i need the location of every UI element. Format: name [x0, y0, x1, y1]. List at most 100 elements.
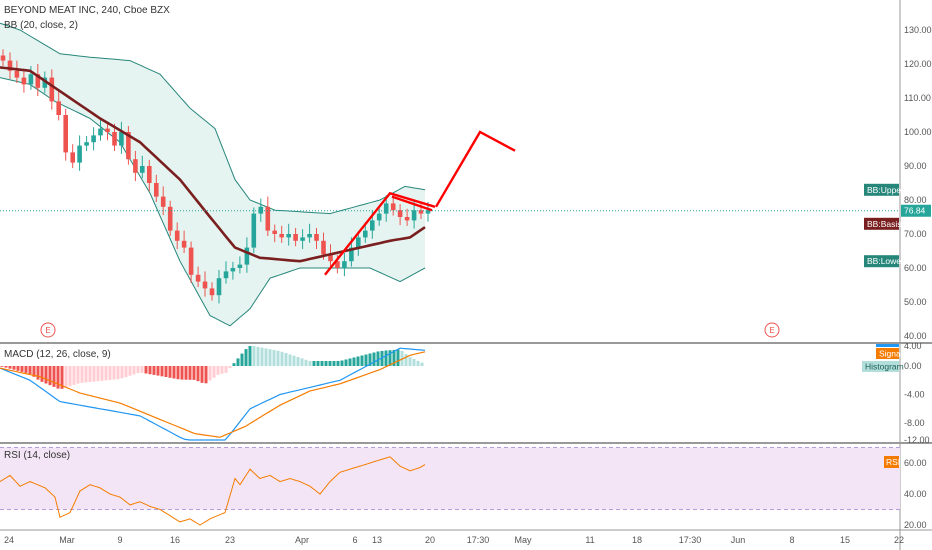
candle-body[interactable] — [56, 101, 61, 115]
candle-body[interactable] — [272, 230, 277, 234]
macd-histogram-bar — [204, 366, 208, 384]
candle-body[interactable] — [293, 234, 298, 241]
macd-histogram-bar — [112, 366, 116, 380]
trend-drawing-projection[interactable] — [434, 130, 516, 208]
candle-body[interactable] — [244, 247, 250, 265]
candle-body[interactable] — [411, 210, 417, 221]
macd-label[interactable]: MACD (12, 26, close, 9) — [4, 349, 111, 360]
candle-body[interactable] — [286, 234, 291, 238]
candle-body[interactable] — [147, 166, 152, 183]
candle-body[interactable] — [126, 132, 131, 160]
candle-body[interactable] — [209, 288, 215, 296]
candle-body[interactable] — [376, 213, 382, 221]
candle-body[interactable] — [251, 213, 257, 248]
candle-body[interactable] — [28, 74, 34, 85]
series-tag-label: BB:Basis — [867, 219, 902, 229]
candle-body[interactable] — [0, 55, 6, 61]
series-tag — [864, 255, 899, 268]
candle-body[interactable] — [237, 264, 243, 268]
candle-body[interactable] — [397, 210, 403, 217]
candle-body[interactable] — [98, 128, 103, 136]
macd-histogram-bar — [248, 346, 252, 366]
earnings-marker-1[interactable]: E — [40, 322, 56, 338]
time-tick-label: 18 — [632, 535, 642, 545]
candle-body[interactable] — [307, 234, 312, 238]
candle-body[interactable] — [425, 210, 431, 214]
candle-body[interactable] — [154, 183, 159, 197]
candle-body[interactable] — [230, 268, 236, 272]
candle-body[interactable] — [202, 281, 208, 289]
candle-body[interactable] — [14, 70, 20, 78]
candle-body[interactable] — [70, 152, 75, 163]
candle-body[interactable] — [265, 206, 271, 231]
candle-body[interactable] — [356, 237, 361, 248]
candle-body[interactable] — [133, 159, 138, 173]
candle-body[interactable] — [105, 128, 110, 132]
candle-body[interactable] — [258, 206, 264, 214]
candle-body[interactable] — [77, 145, 82, 163]
candle-body[interactable] — [314, 234, 319, 241]
candle-body[interactable] — [188, 247, 194, 275]
candle-body[interactable] — [181, 240, 187, 248]
candle-body[interactable] — [383, 203, 389, 214]
macd-histogram-bar — [328, 361, 332, 366]
bb-basis-line — [0, 66, 426, 263]
time-tick-label: 13 — [372, 535, 382, 545]
candle-body[interactable] — [84, 142, 89, 146]
candle-body[interactable] — [223, 271, 229, 279]
macd-tick-label: 4.00 — [904, 341, 922, 351]
candle-body[interactable] — [119, 132, 124, 146]
candle-body[interactable] — [349, 247, 354, 262]
candle-body[interactable] — [160, 196, 166, 207]
candle-body[interactable] — [279, 234, 284, 238]
macd-histogram-bar — [24, 366, 28, 373]
macd-histogram-bar — [396, 349, 400, 366]
candle-body[interactable] — [390, 203, 396, 211]
macd-histogram-bar — [224, 366, 228, 373]
macd-histogram-bar — [144, 366, 148, 374]
macd-tag — [876, 344, 899, 347]
candle-body[interactable] — [63, 115, 68, 153]
candle-body[interactable] — [321, 240, 326, 255]
earnings-marker-2[interactable]: E — [764, 322, 780, 338]
candle-body[interactable] — [335, 261, 340, 268]
macd-histogram-bar — [388, 350, 392, 366]
candle-body[interactable] — [195, 274, 201, 282]
candle-body[interactable] — [167, 206, 173, 231]
trend-drawing-top[interactable] — [391, 195, 433, 212]
candle-body[interactable] — [91, 135, 96, 143]
macd-histogram-bar — [56, 366, 60, 389]
candle-body[interactable] — [404, 217, 410, 221]
candle-body[interactable] — [300, 237, 305, 241]
rsi-label[interactable]: RSI (14, close) — [4, 450, 70, 461]
macd-tick-label: -12.00 — [904, 435, 930, 445]
candle-body[interactable] — [370, 220, 375, 231]
candle-body[interactable] — [342, 261, 347, 268]
bb-indicator-label[interactable]: BB (20, close, 2) — [4, 20, 78, 31]
candle-body[interactable] — [42, 77, 48, 88]
macd-histogram-bar — [404, 354, 408, 366]
macd-histogram-bar — [148, 366, 152, 375]
macd-histogram-bar — [208, 366, 212, 381]
candle-body[interactable] — [174, 230, 180, 241]
candle-body[interactable] — [363, 230, 368, 238]
macd-histogram-bar — [316, 361, 320, 366]
candle-body[interactable] — [7, 60, 13, 71]
macd-histogram-bar — [264, 348, 268, 366]
candle-body[interactable] — [35, 74, 41, 88]
price-tick-label: 70.00 — [904, 229, 927, 239]
trend-drawing-wedge[interactable] — [324, 191, 436, 276]
price-tick-label: 50.00 — [904, 297, 927, 307]
candle-body[interactable] — [112, 132, 117, 146]
candle-body[interactable] — [216, 278, 222, 296]
macd-histogram-bar — [16, 366, 20, 371]
candle-body[interactable] — [418, 210, 424, 214]
time-tick-label: 9 — [117, 535, 122, 545]
candle-body[interactable] — [328, 254, 333, 262]
candle-body[interactable] — [21, 77, 27, 85]
candle-body[interactable] — [140, 166, 145, 173]
macd-histogram-bar — [272, 349, 276, 366]
candle-body[interactable] — [49, 77, 55, 102]
macd-histogram-bar — [72, 366, 76, 385]
